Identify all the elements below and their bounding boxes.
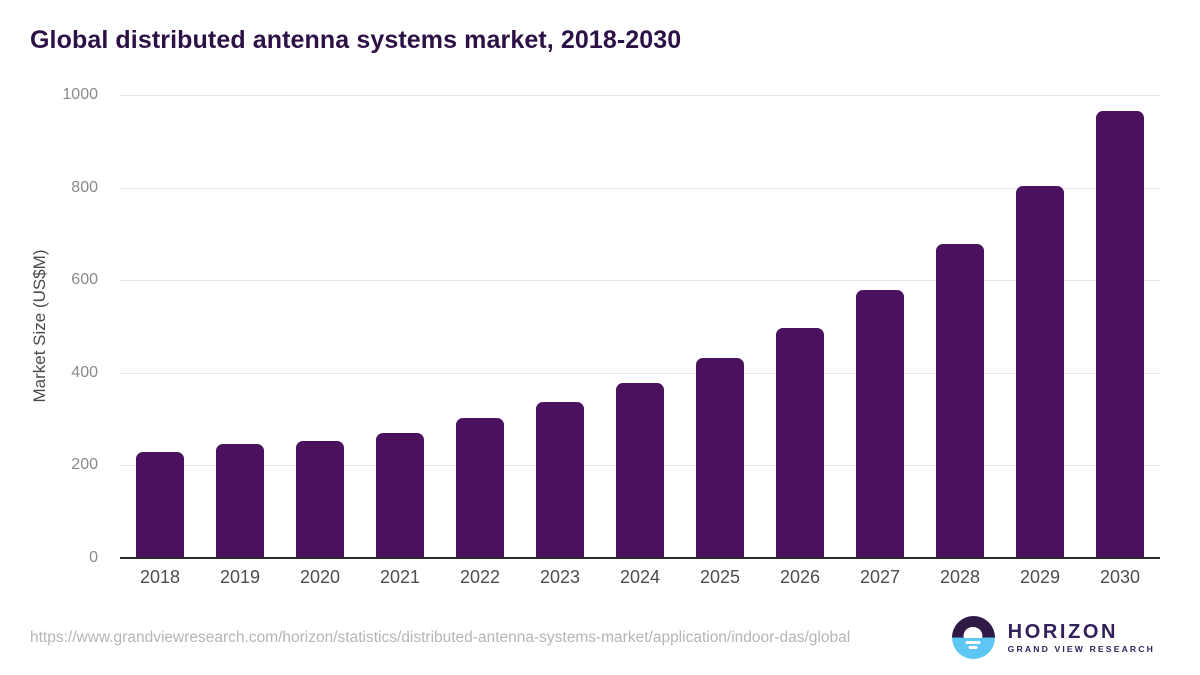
plot-area	[120, 95, 1160, 559]
sun-glyph	[963, 627, 983, 638]
bar-slot-2028	[920, 95, 1000, 558]
gridline-600	[120, 280, 1160, 282]
x-tick-label-2026: 2026	[779, 567, 821, 587]
source-url: https://www.grandviewresearch.com/horizo…	[30, 629, 851, 646]
bar-2030[interactable]	[1096, 111, 1144, 558]
bar-slot-2030	[1080, 95, 1160, 558]
bar-slot-2026	[760, 95, 840, 558]
bar-slot-2022	[440, 95, 520, 558]
bar-2026[interactable]	[776, 327, 824, 558]
x-axis-labels: 2018 2019 2020 2021 2022 2023 2024 2025 2026 2027…	[120, 567, 1160, 588]
logo-text-block: HORIZON GRAND VIEW RESEARCH	[1008, 622, 1155, 654]
bar-slot-2023	[520, 95, 600, 558]
brand-subtitle: GRAND VIEW RESEARCH	[1007, 643, 1155, 654]
bar-2018[interactable]	[136, 451, 184, 558]
x-axis-line	[120, 557, 1160, 559]
brand-name: HORIZON	[1007, 620, 1119, 643]
bar-slot-2021	[360, 95, 440, 558]
bar-2025[interactable]	[696, 357, 744, 558]
bar-slot-2020	[280, 95, 360, 558]
bars-layer	[120, 95, 1160, 558]
y-tick-label-800: 800	[71, 178, 98, 196]
y-axis-tick-labels: 0 200 400 600 800 1000	[0, 86, 110, 566]
bar-slot-2024	[600, 95, 680, 558]
bar-2019[interactable]	[216, 444, 264, 558]
x-tick-label-2020: 2020	[299, 567, 341, 587]
horizon-logo: HORIZON GRAND VIEW RESEARCH	[951, 616, 1155, 659]
sun-reflection-line	[968, 646, 978, 649]
gridline-800	[120, 187, 1160, 189]
x-tick-label-2024: 2024	[619, 567, 661, 587]
x-tick-label-2029: 2029	[1019, 567, 1061, 587]
bar-slot-2018	[120, 95, 200, 558]
bar-slot-2027	[840, 95, 920, 558]
y-tick-label-600: 600	[71, 271, 98, 289]
chart-title: Global distributed antenna systems marke…	[30, 26, 682, 54]
y-tick-label-200: 200	[71, 456, 98, 474]
horizon-sunset-icon	[951, 616, 995, 659]
x-tick-label-2021: 2021	[379, 567, 421, 587]
x-tick-label-2019: 2019	[219, 567, 261, 587]
y-tick-label-400: 400	[71, 363, 98, 381]
bar-2027[interactable]	[856, 290, 904, 558]
x-tick-label-2025: 2025	[699, 567, 741, 587]
bar-2021[interactable]	[376, 433, 424, 558]
bar-slot-2025	[680, 95, 760, 558]
x-tick-label-2028: 2028	[939, 567, 981, 587]
x-tick-label-2030: 2030	[1099, 567, 1141, 587]
x-tick-label-2022: 2022	[459, 567, 501, 587]
x-tick-label-2018: 2018	[139, 567, 181, 587]
bar-2029[interactable]	[1016, 186, 1064, 558]
bar-2023[interactable]	[536, 402, 584, 558]
x-tick-label-2027: 2027	[859, 567, 901, 587]
gridline-1000	[120, 95, 1160, 96]
y-tick-label-0: 0	[89, 549, 98, 566]
bar-2028[interactable]	[936, 244, 984, 558]
bar-2020[interactable]	[296, 440, 344, 558]
bar-2024[interactable]	[616, 383, 664, 558]
gridline-400	[120, 372, 1160, 374]
bar-2022[interactable]	[456, 417, 504, 558]
sun-reflection-line	[965, 641, 981, 644]
bar-slot-2029	[1000, 95, 1080, 558]
bar-slot-2019	[200, 95, 280, 558]
y-tick-label-1000: 1000	[62, 86, 98, 103]
x-tick-label-2023: 2023	[539, 567, 581, 587]
